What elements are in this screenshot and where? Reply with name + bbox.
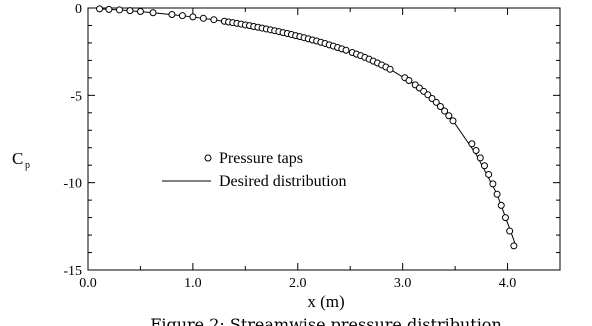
pressure-tap-point bbox=[432, 98, 440, 106]
pressure-tap-point bbox=[472, 147, 480, 155]
pressure-tap-point bbox=[386, 65, 394, 73]
y-axis-label-subscript: p bbox=[25, 160, 30, 171]
legend-label-pressure-taps: Pressure taps bbox=[219, 150, 303, 167]
pressure-tap-point bbox=[136, 7, 144, 15]
x-tick-label: 1.0 bbox=[184, 276, 202, 291]
legend: Pressure taps Desired distribution bbox=[162, 150, 347, 190]
pressure-tap-point bbox=[485, 170, 493, 178]
legend-label-desired-distribution: Desired distribution bbox=[219, 173, 347, 190]
pressure-tap-point bbox=[149, 9, 157, 17]
y-tick-label: 0 bbox=[75, 2, 82, 17]
pressure-tap-point bbox=[96, 5, 104, 13]
pressure-tap-point bbox=[480, 162, 488, 170]
plot-frame bbox=[87, 7, 561, 271]
pressure-tap-point bbox=[178, 12, 186, 20]
y-axis-label: C bbox=[12, 149, 23, 168]
plot-data bbox=[96, 5, 518, 250]
x-tick-label: 0.0 bbox=[79, 276, 97, 291]
y-tick-label: -5 bbox=[70, 89, 82, 104]
y-tick-label: -10 bbox=[63, 177, 82, 192]
pressure-tap-point bbox=[105, 5, 113, 13]
figure-caption: Figure 2: Streamwise pressure distributi… bbox=[150, 315, 502, 326]
x-axis-label: x (m) bbox=[307, 292, 344, 311]
pressure-tap-point bbox=[342, 46, 350, 54]
pressure-tap-point bbox=[436, 103, 444, 111]
pressure-tap-point bbox=[428, 94, 436, 102]
pressure-tap-point bbox=[493, 190, 501, 198]
pressure-tap-point bbox=[468, 140, 476, 148]
x-tick-label: 2.0 bbox=[289, 276, 307, 291]
pressure-tap-point bbox=[189, 13, 197, 21]
pressure-tap-point bbox=[501, 214, 509, 222]
pressure-tap-point bbox=[476, 154, 484, 162]
pressure-tap-point bbox=[510, 242, 518, 250]
pressure-tap-point bbox=[506, 227, 514, 235]
pressure-tap-point bbox=[497, 201, 505, 209]
pressure-tap-point bbox=[449, 117, 457, 125]
pressure-tap-point bbox=[405, 76, 413, 84]
pressure-tap-point bbox=[489, 180, 497, 188]
pressure-tap-point bbox=[199, 14, 207, 22]
pressure-tap-point bbox=[445, 112, 453, 120]
pressure-tap-point bbox=[115, 6, 123, 14]
pressure-tap-point bbox=[126, 7, 134, 15]
legend-marker-pressure-taps bbox=[204, 154, 212, 162]
pressure-tap-point bbox=[441, 107, 449, 115]
pressure-tap-point bbox=[210, 16, 218, 24]
pressure-tap-point bbox=[168, 10, 176, 18]
desired-distribution-line bbox=[96, 8, 517, 247]
x-tick-label: 4.0 bbox=[499, 276, 517, 291]
x-tick-label: 3.0 bbox=[394, 276, 412, 291]
y-tick-label: -15 bbox=[63, 264, 82, 279]
axes: 0.0 1.0 2.0 3.0 4.0 0 -5 -10 -15 bbox=[63, 2, 561, 291]
